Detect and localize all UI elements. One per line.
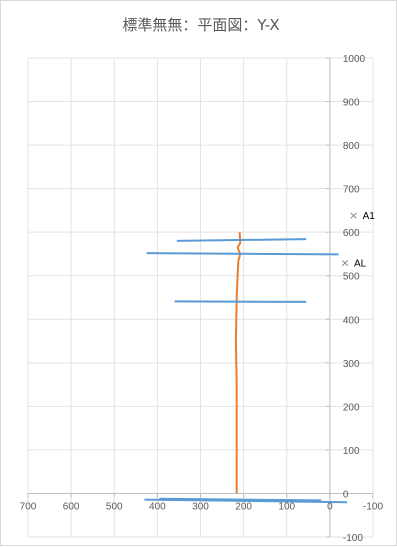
y-tick-label-6: 400 xyxy=(343,315,360,326)
y-tick-label-1: 900 xyxy=(343,98,360,109)
y-tick-label-5: 500 xyxy=(343,272,360,283)
y-tick-label-2: 800 xyxy=(343,141,360,152)
y-tick-label-3: 700 xyxy=(343,185,360,196)
annotations: × A1 × AL xyxy=(340,209,375,270)
x-tick-label-8: -100 xyxy=(363,501,383,512)
x-tick-label-1: 600 xyxy=(63,501,80,512)
grid-vertical xyxy=(27,58,374,537)
x-tick-label-7: 0 xyxy=(327,501,333,512)
chart-title: 標準無無：平面図：Y-X xyxy=(122,16,279,34)
series-1-segment-1 xyxy=(146,252,339,256)
x-tick-label-0: 700 xyxy=(20,501,37,512)
series-1-segment-0 xyxy=(176,238,307,242)
series-1-segment-2 xyxy=(174,300,307,303)
series-layer xyxy=(144,232,348,504)
series-0-line xyxy=(234,232,242,494)
y-tick-label-8: 200 xyxy=(343,402,360,413)
x-tick-label-5: 200 xyxy=(235,501,252,512)
y-tick-label-4: 600 xyxy=(343,228,360,239)
y-tick-label-0: 1000 xyxy=(343,54,366,65)
series-1-segment-4 xyxy=(159,497,322,502)
y-tick-label-7: 300 xyxy=(343,359,360,370)
axes xyxy=(27,57,374,538)
x-tick-labels: 700 600 500 400 300 200 100 0 -100 xyxy=(20,501,384,512)
x-tick-label-4: 300 xyxy=(192,501,209,512)
y-tick-label-11: -100 xyxy=(343,533,363,544)
x-tick-label-6: 100 xyxy=(278,501,295,512)
x-tick-label-2: 500 xyxy=(106,501,123,512)
annotation-marker-0: × xyxy=(349,209,358,222)
y-tick-label-10: 0 xyxy=(343,489,349,500)
annotation-label-1: AL xyxy=(354,259,367,270)
x-tick-label-3: 400 xyxy=(149,501,166,512)
annotation-marker-1: × xyxy=(340,257,349,270)
series-1-segment-3 xyxy=(144,498,348,504)
annotation-label-0: A1 xyxy=(363,211,376,222)
grid-horizontal xyxy=(28,57,373,538)
y-tick-label-9: 100 xyxy=(343,446,360,457)
